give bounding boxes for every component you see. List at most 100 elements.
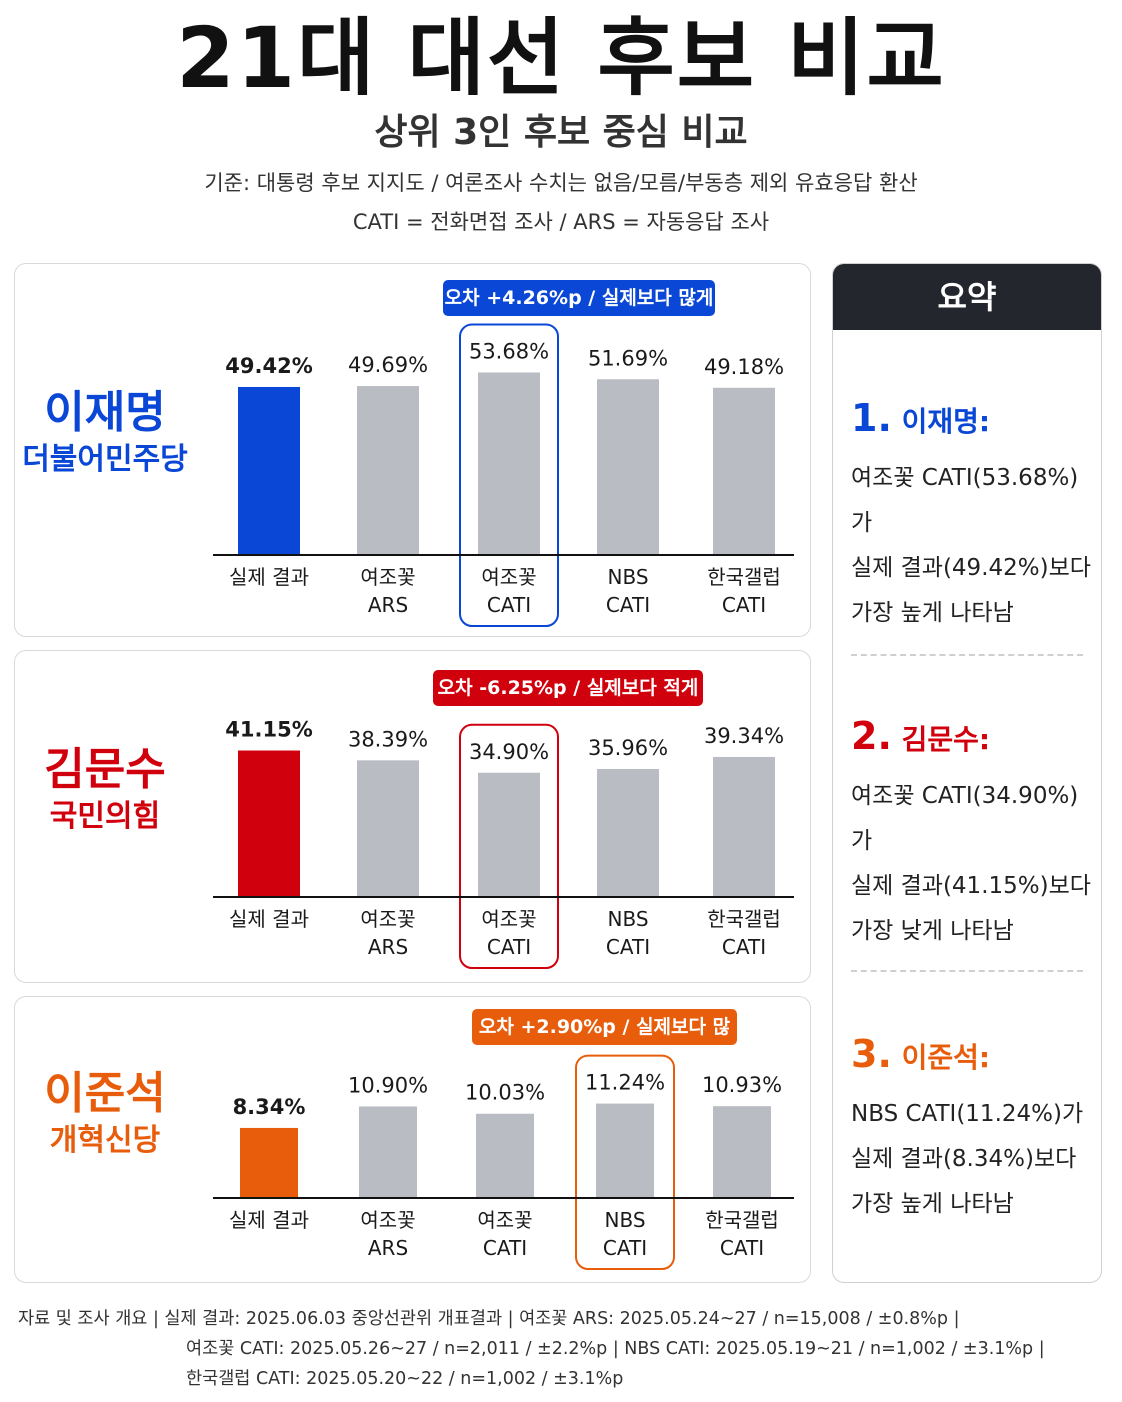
bar-poll: [713, 1106, 771, 1198]
candidate-panel-lee-junseok: 이준석 개혁신당 오차 +2.90%p / 실제보다 많게 8.34% 실제 결과…: [14, 996, 811, 1283]
candidate-panel-lee-jaemyung: 이재명 더불어민주당 오차 +4.26%p / 실제보다 많게 49.42% 실제…: [14, 263, 811, 637]
bar-poll: [359, 1106, 417, 1198]
footer-line: 자료 및 조사 개요 | 실제 결과: 2025.06.03 중앙선관위 개표결…: [18, 1309, 960, 1329]
bar-poll: [478, 372, 540, 555]
candidate-party: 개혁신당: [49, 1123, 161, 1158]
category-label: ARS: [368, 593, 408, 617]
category-label: 여조꽃: [360, 1208, 415, 1232]
summary-item-title: 2. 김문수:: [851, 714, 1091, 762]
summary-line: NBS CATI(11.24%)가: [851, 1101, 1084, 1127]
summary-item-number: 3.: [851, 1032, 892, 1076]
value-label: 10.90%: [348, 1073, 428, 1097]
candidate-label: 이준석 개혁신당: [15, 1067, 195, 1161]
category-label: 여조꽃: [360, 565, 415, 589]
summary-item-text: 여조꽃 CATI(34.90%)가 실제 결과(41.15%)보다 가장 낮게 …: [851, 774, 1091, 954]
summary-item-text: NBS CATI(11.24%)가 실제 결과(8.34%)보다 가장 높게 나…: [851, 1092, 1091, 1227]
candidate-label: 이재명 더불어민주당: [15, 386, 195, 480]
bar-actual-result: [240, 1127, 298, 1198]
footer-line: 한국갤럽 CATI: 2025.05.20~22 / n=1,002 / ±3.…: [186, 1369, 624, 1389]
category-label: 실제 결과: [229, 907, 309, 931]
value-label: 49.69%: [348, 353, 428, 377]
method-note: CATI = 전화면접 조사 / ARS = 자동응답 조사: [352, 210, 770, 234]
candidate-name: 이재명: [44, 387, 166, 438]
category-label: NBS: [607, 907, 648, 931]
summary-line: 실제 결과(8.34%)보다: [851, 1146, 1077, 1172]
summary-line: 실제 결과(49.42%)보다: [851, 555, 1091, 581]
bar-poll: [713, 756, 775, 897]
summary-item-name: 이준석:: [901, 1041, 991, 1074]
summary-line: 가장 높게 나타남: [851, 600, 1014, 626]
summary-header: 요약: [833, 264, 1101, 330]
candidate-panel-kim-moonsoo: 김문수 국민의힘 오차 -6.25%p / 실제보다 적게 41.15% 실제 결…: [14, 650, 811, 983]
value-label: 10.03%: [465, 1081, 545, 1105]
value-label: 38.39%: [348, 727, 428, 751]
value-label: 49.18%: [704, 355, 784, 379]
category-label: CATI: [722, 593, 766, 617]
value-label: 51.69%: [588, 346, 668, 370]
category-label: 한국갤럽: [707, 907, 781, 931]
value-label: 34.90%: [469, 740, 549, 764]
summary-panel: 요약 1. 이재명: 여조꽃 CATI(53.68%)가 실제 결과(49.42…: [832, 263, 1102, 1283]
candidate-name: 이준석: [44, 1068, 166, 1119]
category-label: 여조꽃: [481, 565, 536, 589]
bar-poll: [596, 1103, 654, 1198]
bar-poll: [597, 768, 659, 897]
candidate-name: 김문수: [44, 744, 166, 795]
category-label: CATI: [720, 1236, 764, 1260]
category-label: 여조꽃: [360, 907, 415, 931]
category-label: 여조꽃: [477, 1208, 532, 1232]
highlight-box: [459, 723, 559, 969]
page-title: 21대 대선 후보 비교: [176, 9, 946, 107]
summary-line: 여조꽃 CATI(34.90%)가: [851, 783, 1079, 854]
summary-item-number: 1.: [851, 396, 892, 440]
error-badge: 오차 +2.90%p / 실제보다 많게: [472, 1009, 737, 1074]
category-label: 한국갤럽: [707, 565, 781, 589]
value-label: 8.34%: [233, 1095, 306, 1119]
page-subtitle: 상위 3인 후보 중심 비교: [374, 112, 748, 153]
category-label: CATI: [487, 935, 531, 959]
value-label: 53.68%: [469, 339, 549, 363]
summary-item-name: 이재명:: [901, 405, 991, 438]
category-label: ARS: [368, 1236, 408, 1260]
category-label: CATI: [606, 935, 650, 959]
category-label: CATI: [487, 593, 531, 617]
summary-item-name: 김문수:: [901, 723, 991, 756]
bar-chart: 8.34% 실제 결과 10.90% 여조꽃 ARS 10.03% 여조꽃 CATI 11.24…: [213, 1054, 794, 1270]
source-footer: 자료 및 조사 개요 | 실제 결과: 2025.06.03 중앙선관위 개표결…: [18, 1304, 1108, 1394]
summary-line: 실제 결과(41.15%)보다: [851, 873, 1091, 899]
category-label: NBS: [604, 1208, 645, 1232]
category-label: CATI: [722, 935, 766, 959]
category-label: 실제 결과: [229, 565, 309, 589]
summary-divider: [851, 970, 1083, 972]
bar-poll: [713, 387, 775, 555]
value-label: 10.93%: [702, 1073, 782, 1097]
error-badge: 오차 -6.25%p / 실제보다 적게: [433, 670, 703, 706]
summary-line: 가장 높게 나타남: [851, 1191, 1014, 1217]
value-label: 41.15%: [225, 718, 312, 742]
category-label: CATI: [483, 1236, 527, 1260]
category-label: CATI: [606, 593, 650, 617]
footer-line: 여조꽃 CATI: 2025.05.26~27 / n=2,011 / ±2.2…: [186, 1339, 1045, 1359]
category-label: ARS: [368, 935, 408, 959]
bar-poll: [478, 772, 540, 897]
summary-item-number: 2.: [851, 714, 892, 758]
category-label: 실제 결과: [229, 1208, 309, 1232]
value-label: 11.24%: [585, 1071, 665, 1095]
bar-actual-result: [238, 750, 300, 897]
candidate-party: 더불어민주당: [22, 442, 188, 477]
bar-actual-result: [238, 386, 300, 555]
category-label: NBS: [607, 565, 648, 589]
candidate-party: 국민의힘: [49, 799, 161, 834]
candidate-label: 김문수 국민의힘: [15, 743, 195, 837]
bar-poll: [357, 760, 419, 897]
summary-divider: [851, 654, 1083, 656]
summary-item-text: 여조꽃 CATI(53.68%)가 실제 결과(49.42%)보다 가장 높게 …: [851, 456, 1091, 636]
error-badge: 오차 +4.26%p / 실제보다 많게: [443, 280, 715, 316]
category-label: 여조꽃: [481, 907, 536, 931]
value-label: 39.34%: [704, 724, 784, 748]
summary-line: 여조꽃 CATI(53.68%)가: [851, 465, 1079, 536]
bar-poll: [357, 386, 419, 555]
summary-item: 1. 이재명: 여조꽃 CATI(53.68%)가 실제 결과(49.42%)보…: [851, 396, 1091, 636]
summary-item: 2. 김문수: 여조꽃 CATI(34.90%)가 실제 결과(41.15%)보…: [851, 714, 1091, 954]
criteria-note: 기준: 대통령 후보 지지도 / 여론조사 수치는 없음/모름/부동층 제외 유…: [204, 171, 918, 195]
